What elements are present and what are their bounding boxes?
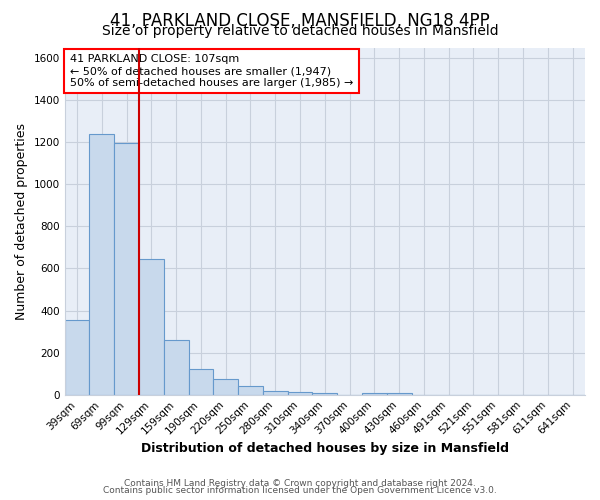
Bar [89,134,114,394]
Bar [164,340,188,394]
Bar [263,390,287,394]
Text: Contains HM Land Registry data © Crown copyright and database right 2024.: Contains HM Land Registry data © Crown c… [124,478,476,488]
Bar [287,392,313,394]
Bar [387,392,412,394]
Y-axis label: Number of detached properties: Number of detached properties [15,122,28,320]
Bar [238,386,263,394]
Bar [139,259,164,394]
Bar [114,144,139,394]
Bar [313,392,337,394]
X-axis label: Distribution of detached houses by size in Mansfield: Distribution of detached houses by size … [141,442,509,455]
Text: Size of property relative to detached houses in Mansfield: Size of property relative to detached ho… [101,24,499,38]
Text: 41 PARKLAND CLOSE: 107sqm
← 50% of detached houses are smaller (1,947)
50% of se: 41 PARKLAND CLOSE: 107sqm ← 50% of detac… [70,54,353,88]
Bar [188,370,214,394]
Bar [65,320,89,394]
Bar [362,392,387,394]
Text: 41, PARKLAND CLOSE, MANSFIELD, NG18 4PP: 41, PARKLAND CLOSE, MANSFIELD, NG18 4PP [110,12,490,30]
Text: Contains public sector information licensed under the Open Government Licence v3: Contains public sector information licen… [103,486,497,495]
Bar [214,379,238,394]
